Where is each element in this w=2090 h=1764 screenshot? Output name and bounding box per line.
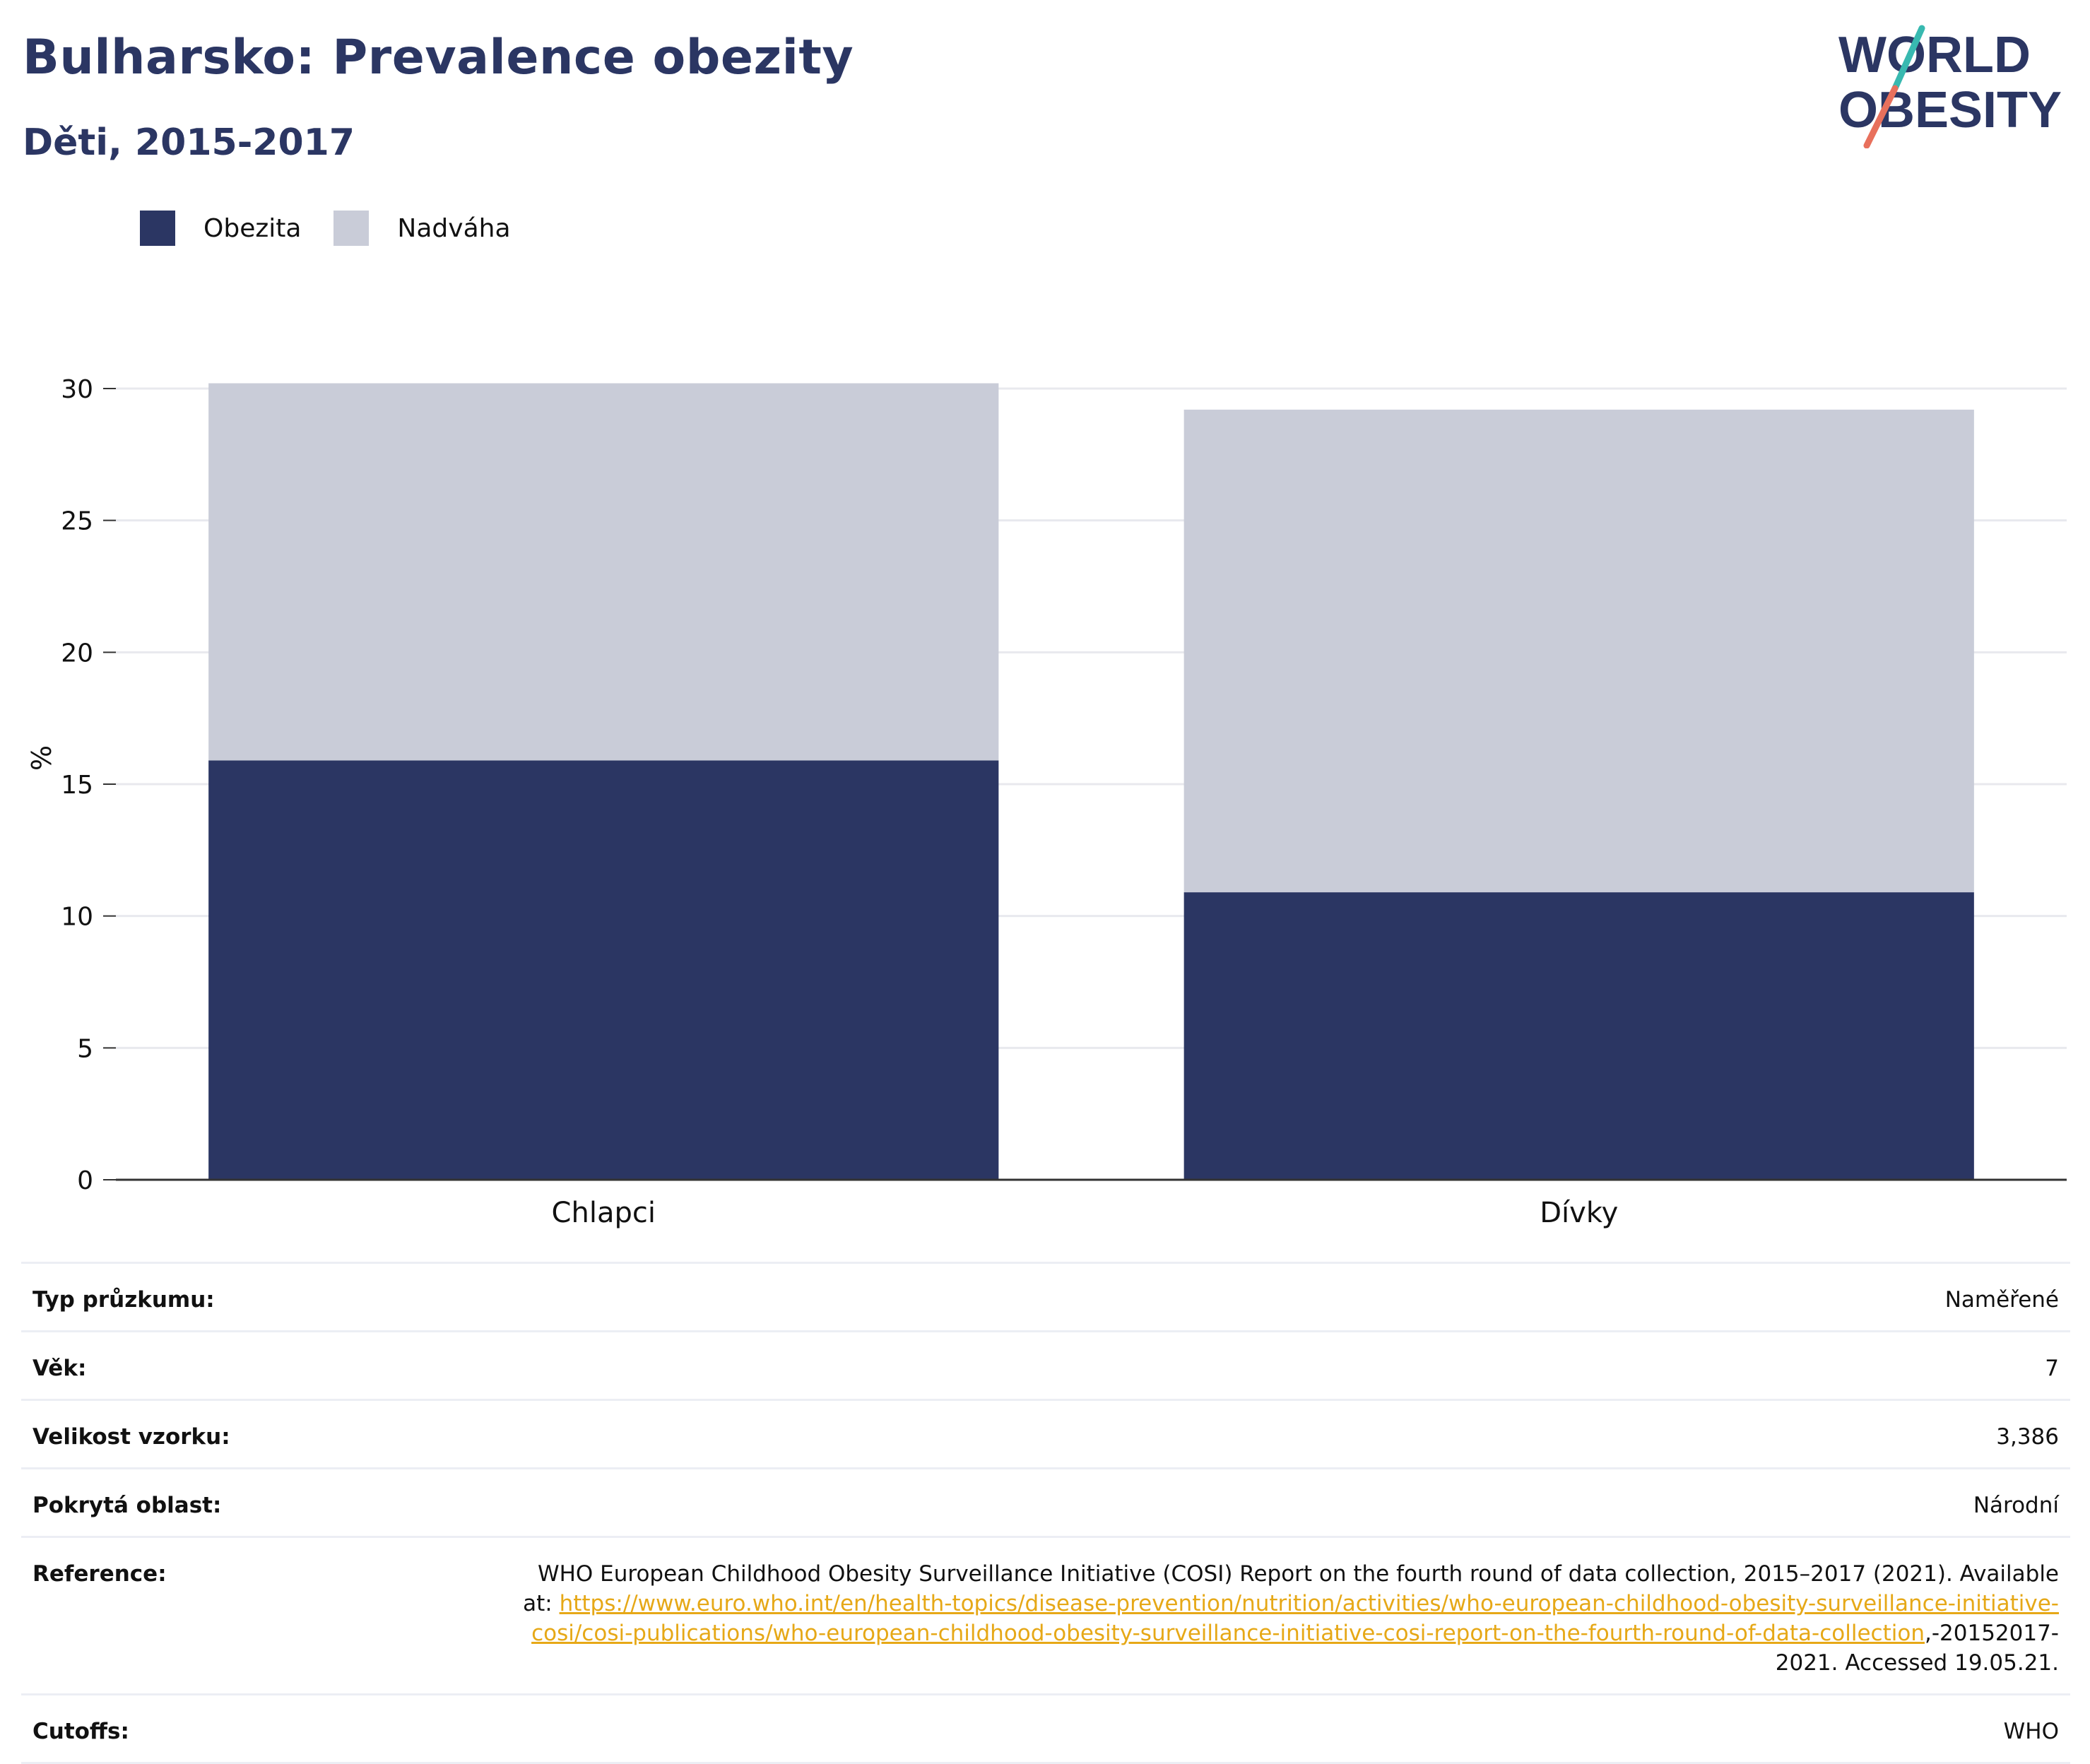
y-tick-label: 25 (61, 507, 93, 536)
logo-slash-red (1863, 85, 1899, 148)
bar-obezita-chlapci (208, 760, 999, 1180)
info-value: Naměřené (1944, 1287, 2059, 1313)
info-row-cutoffs: Cutoffs: WHO (21, 1695, 2070, 1764)
x-tick-label: Chlapci (552, 1197, 656, 1229)
reference-text-before: WHO European Childhood Obesity Surveilla… (523, 1561, 2059, 1616)
info-row-coverage: Pokrytá oblast: Národní (21, 1469, 2070, 1538)
info-value: Národní (1973, 1493, 2059, 1518)
info-value: 7 (2045, 1356, 2059, 1381)
bar-obezita-dívky (1183, 892, 1974, 1180)
y-tick-label: 30 (61, 375, 93, 404)
logo-slash-teal (1891, 25, 1925, 92)
legend-swatch-obezita (140, 211, 175, 246)
info-row-reference: Reference: WHO European Childhood Obesit… (21, 1538, 2070, 1695)
info-row-sample-size: Velikost vzorku: 3,386 (21, 1401, 2070, 1469)
chart-legend: Obezita Nadváha (140, 211, 526, 246)
info-row-age: Věk: 7 (21, 1332, 2070, 1401)
bars (208, 383, 1974, 1180)
chart-title: Bulharsko: Prevalence obezity (23, 30, 854, 85)
info-value: WHO (2003, 1719, 2059, 1744)
legend-item-obezita[interactable]: Obezita (140, 211, 301, 246)
info-label: Cutoffs: (33, 1719, 129, 1744)
y-tick-label: 15 (61, 771, 93, 800)
info-label: Typ průzkumu: (33, 1287, 215, 1313)
legend-item-nadvaha[interactable]: Nadváha (333, 211, 511, 246)
legend-label-obezita: Obezita (203, 213, 302, 243)
info-label: Věk: (33, 1356, 87, 1381)
info-row-survey-type: Typ průzkumu: Naměřené (21, 1264, 2070, 1332)
legend-swatch-nadvaha (333, 211, 370, 246)
info-label: Reference: (33, 1561, 167, 1587)
reference-link[interactable]: https://www.euro.who.int/en/health-topic… (531, 1591, 2059, 1646)
y-tick-label: 0 (77, 1166, 93, 1195)
axes: 0 5 10 15 20 25 30% Chlapci Dívky (26, 375, 2067, 1229)
y-tick-label: 20 (61, 639, 93, 668)
y-axis-label: % (26, 745, 57, 771)
reference-text-after: ,-20152017-2021. Accessed 19.05.21. (1775, 1621, 2059, 1676)
legend-label-nadvaha: Nadváha (397, 213, 511, 243)
world-obesity-logo: WORLD OBESITY (1838, 25, 2062, 148)
info-value: 3,386 (1996, 1424, 2059, 1450)
survey-info-table: Typ průzkumu: Naměřené Věk: 7 Velikost v… (21, 1262, 2070, 1764)
logo-line-1: WORLD (1838, 27, 2031, 83)
info-label: Pokrytá oblast: (33, 1493, 222, 1518)
info-label: Velikost vzorku: (33, 1424, 230, 1450)
bar-nadváha-chlapci (208, 383, 999, 761)
bar-nadváha-dívky (1183, 409, 1974, 893)
stacked-bar-chart: 0 5 10 15 20 25 30% Chlapci Dívky (26, 375, 2067, 1229)
y-tick-label: 10 (61, 903, 93, 932)
y-tick-label: 5 (77, 1034, 93, 1063)
x-tick-label: Dívky (1540, 1197, 1618, 1229)
chart-subtitle: Děti, 2015-2017 (23, 122, 355, 164)
reference-text: WHO European Childhood Obesity Surveilla… (504, 1559, 2059, 1678)
